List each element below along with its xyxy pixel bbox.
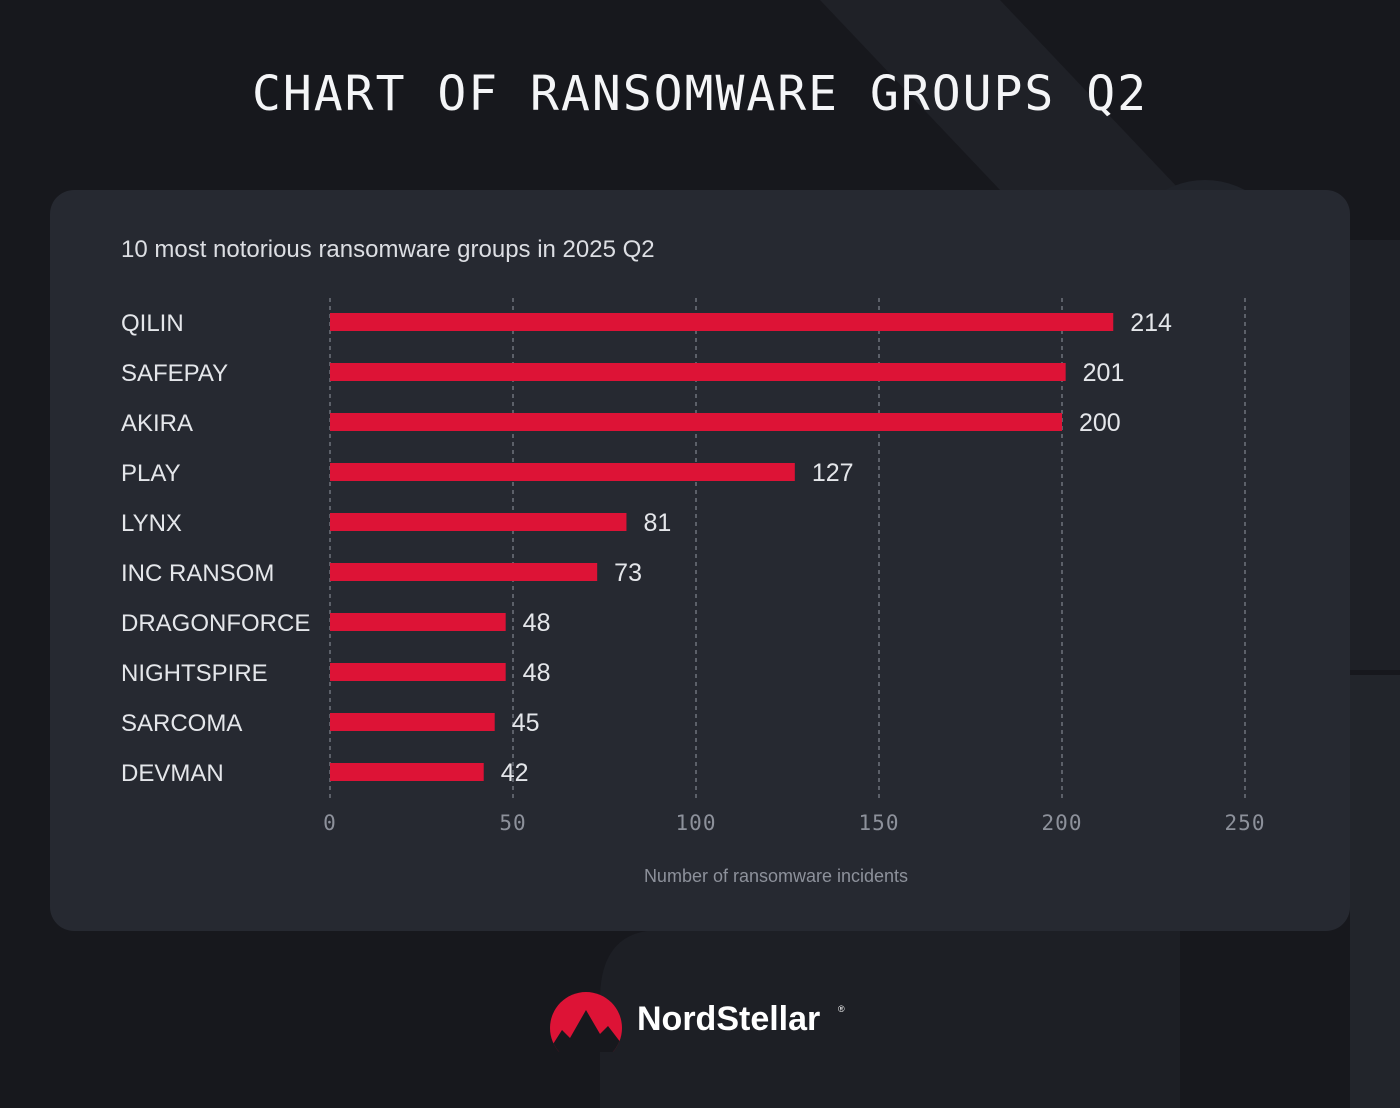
value-label: 73 bbox=[614, 559, 642, 587]
tick-labels: 0 50 100 150 200 250 bbox=[323, 811, 1266, 835]
category-label: AKIRA bbox=[121, 410, 193, 437]
category-labels: QILIN SAFEPAY AKIRA PLAY LYNX INC RANSOM DRAGO… bbox=[121, 310, 310, 787]
bar bbox=[330, 563, 598, 581]
category-label: SARCOMA bbox=[121, 710, 242, 737]
x-tick-label: 50 bbox=[499, 811, 526, 835]
value-label: 48 bbox=[523, 659, 551, 687]
value-label: 45 bbox=[512, 709, 540, 737]
value-label: 200 bbox=[1079, 409, 1121, 437]
bar bbox=[330, 763, 484, 781]
bar bbox=[330, 463, 795, 481]
category-label: PLAY bbox=[121, 460, 181, 487]
x-tick-label: 0 bbox=[323, 811, 337, 835]
category-label: LYNX bbox=[121, 510, 182, 537]
bars bbox=[330, 313, 1114, 781]
x-tick-label: 150 bbox=[859, 811, 900, 835]
bar bbox=[330, 313, 1114, 331]
bar bbox=[330, 513, 627, 531]
x-tick-label: 200 bbox=[1042, 811, 1083, 835]
bar bbox=[330, 663, 506, 681]
bar bbox=[330, 413, 1062, 431]
category-label: DEVMAN bbox=[121, 760, 224, 787]
value-label: 42 bbox=[501, 759, 529, 787]
value-label: 48 bbox=[523, 609, 551, 637]
category-label: SAFEPAY bbox=[121, 360, 228, 387]
value-label: 201 bbox=[1083, 359, 1125, 387]
value-label: 127 bbox=[812, 459, 854, 487]
category-label: QILIN bbox=[121, 310, 184, 337]
category-label: INC RANSOM bbox=[121, 560, 274, 587]
bar bbox=[330, 363, 1066, 381]
value-label: 81 bbox=[643, 509, 671, 537]
chart-subtitle: 10 most notorious ransomware groups in 2… bbox=[121, 236, 655, 263]
registered-mark: ® bbox=[838, 1004, 845, 1014]
category-label: NIGHTSPIRE bbox=[121, 660, 268, 687]
brand-logo: NordStellar ® bbox=[548, 990, 858, 1052]
brand-name: NordStellar bbox=[637, 1000, 821, 1038]
page-title: CHART OF RANSOMWARE GROUPS Q2 bbox=[251, 66, 1149, 122]
bar bbox=[330, 713, 495, 731]
mountain-logo-icon bbox=[550, 992, 622, 1052]
value-label: 214 bbox=[1130, 309, 1172, 337]
x-tick-label: 100 bbox=[676, 811, 717, 835]
x-axis-title: Number of ransomware incidents bbox=[644, 866, 908, 886]
bar bbox=[330, 613, 506, 631]
category-label: DRAGONFORCE bbox=[121, 610, 310, 637]
x-tick-label: 250 bbox=[1225, 811, 1266, 835]
